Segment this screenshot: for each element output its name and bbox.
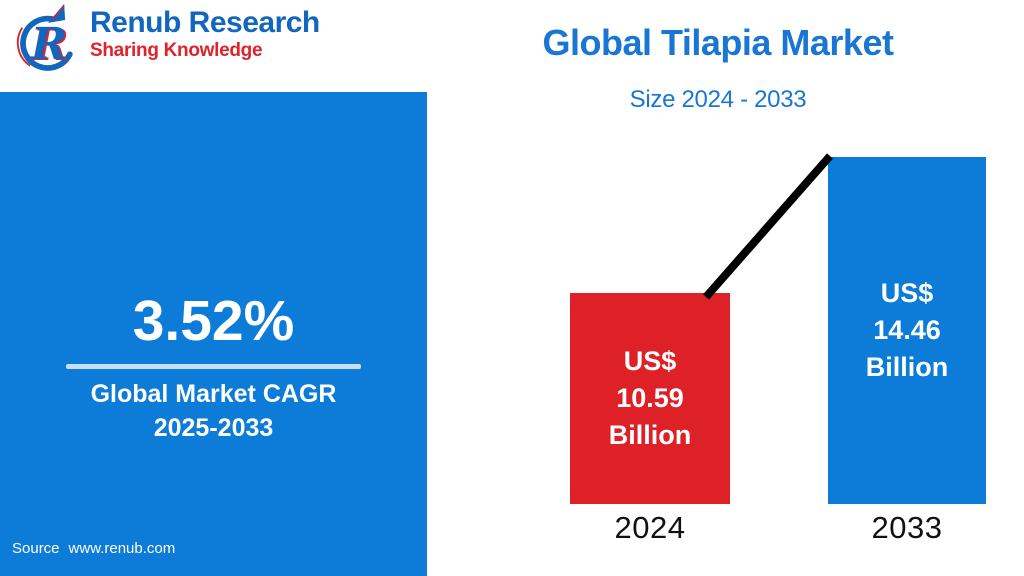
cagr-panel: 3.52% Global Market CAGR 2025-2033 Sourc… — [0, 92, 427, 576]
source-url: www.renub.com — [68, 540, 176, 557]
logo-name: Renub Research — [90, 6, 320, 39]
logo: R R Renub Research Sharing Knowledge — [10, 2, 320, 78]
bar-2024: US$ 10.59 Billion — [570, 293, 730, 504]
bar-2024-label-unit: Billion — [608, 420, 692, 450]
cagr-value: 3.52% — [132, 289, 295, 353]
bar-2033: US$ 14.46 Billion — [828, 157, 986, 504]
axis-label-2033: 2033 — [871, 510, 943, 545]
page-title: Global Tilapia Market — [542, 22, 894, 63]
bar-2033-label-value: 14.46 — [873, 315, 941, 345]
growth-line — [702, 153, 834, 300]
bar-2024-label-value: 10.59 — [616, 383, 684, 413]
bar-2024-label-currency: US$ — [623, 346, 677, 376]
logo-text: Renub Research Sharing Knowledge — [90, 6, 320, 61]
axis-label-2024: 2024 — [614, 510, 686, 545]
cagr-divider — [66, 364, 361, 369]
renub-swoosh-r-icon: R R — [16, 3, 73, 71]
svg-text:R: R — [29, 19, 67, 70]
cagr-label-line2: 2025-2033 — [153, 414, 274, 442]
page-subtitle: Size 2024 - 2033 — [629, 86, 807, 113]
bar-2033-label-currency: US$ — [880, 278, 934, 308]
logo-tagline: Sharing Knowledge — [90, 40, 263, 61]
source-note: Source www.renub.com — [12, 540, 175, 557]
header: Global Tilapia Market Size 2024 - 2033 — [406, 22, 1024, 114]
cagr-label-line1: Global Market CAGR — [90, 380, 337, 408]
bar-2033-label-unit: Billion — [865, 352, 949, 382]
source-label: Source — [12, 540, 60, 557]
cagr-content: 3.52% Global Market CAGR 2025-2033 — [0, 290, 427, 443]
svg-text:R: R — [31, 20, 69, 71]
